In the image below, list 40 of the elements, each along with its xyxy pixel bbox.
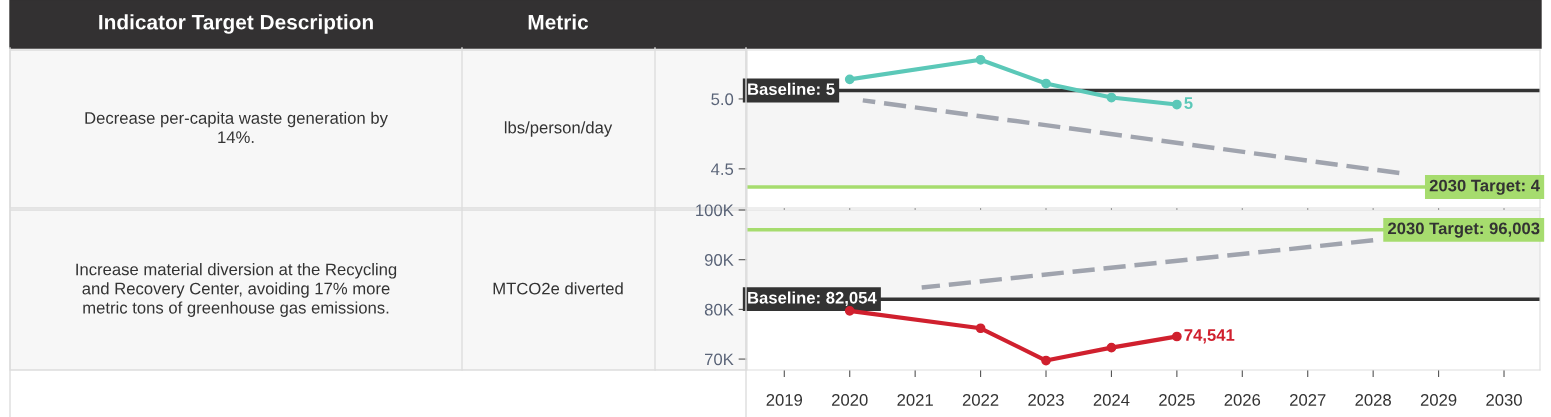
point bbox=[1106, 92, 1117, 103]
y-tick-label: 100K bbox=[696, 204, 734, 217]
point bbox=[844, 74, 855, 85]
x-tick-label: 2020 bbox=[832, 394, 868, 406]
x-tick-label: 2019 bbox=[766, 394, 803, 406]
x-tick-label: 2028 bbox=[1355, 394, 1391, 406]
text: Increase material diversion at the Recycling and Recovery Center, avoiding 17% more metric tons of greenhouse gas emissions. bbox=[76, 263, 397, 317]
y-tick-label: 4.5 bbox=[711, 163, 734, 176]
x-tick-label: 2026 bbox=[1224, 394, 1261, 406]
point bbox=[844, 306, 855, 316]
point bbox=[1172, 331, 1182, 342]
x-tick-label: 2030 bbox=[1486, 394, 1522, 406]
point bbox=[975, 54, 986, 65]
x-tick-label: 2022 bbox=[962, 394, 999, 406]
y-tick-label: 90K bbox=[704, 254, 734, 266]
ref-line-label: Baseline: 5 bbox=[748, 82, 835, 96]
point bbox=[1041, 355, 1051, 366]
text: Decrease per-capita waste generation by 14%. bbox=[85, 111, 388, 143]
x-tick-label: 2024 bbox=[1093, 394, 1130, 406]
point bbox=[1172, 99, 1182, 110]
ref-line-label: 2030 Target: 4 bbox=[1429, 179, 1540, 195]
data-label: 74,541 bbox=[1184, 329, 1235, 344]
text: MTCO2e diverted bbox=[493, 282, 623, 295]
point bbox=[1106, 342, 1117, 353]
point bbox=[1041, 78, 1051, 89]
point bbox=[975, 323, 986, 334]
data-label: 5 bbox=[1184, 97, 1193, 109]
x-tick-label: 2027 bbox=[1290, 394, 1326, 406]
text: Indicator Target Description bbox=[99, 14, 373, 34]
ref-line-label: Baseline: 82,054 bbox=[748, 291, 877, 307]
x-tick-label: 2023 bbox=[1028, 394, 1064, 406]
x-tick-label: 2029 bbox=[1420, 394, 1457, 406]
ref-line-label: 2030 Target: 96,003 bbox=[1388, 222, 1540, 238]
y-tick-label: 70K bbox=[705, 353, 734, 366]
x-tick-label: 2025 bbox=[1159, 394, 1195, 406]
y-tick-label: 5.0 bbox=[711, 93, 734, 106]
text: Metric bbox=[528, 14, 589, 30]
y-tick-label: 80K bbox=[704, 303, 734, 316]
text: lbs/person/day bbox=[504, 121, 613, 137]
x-tick-label: 2021 bbox=[897, 394, 933, 406]
